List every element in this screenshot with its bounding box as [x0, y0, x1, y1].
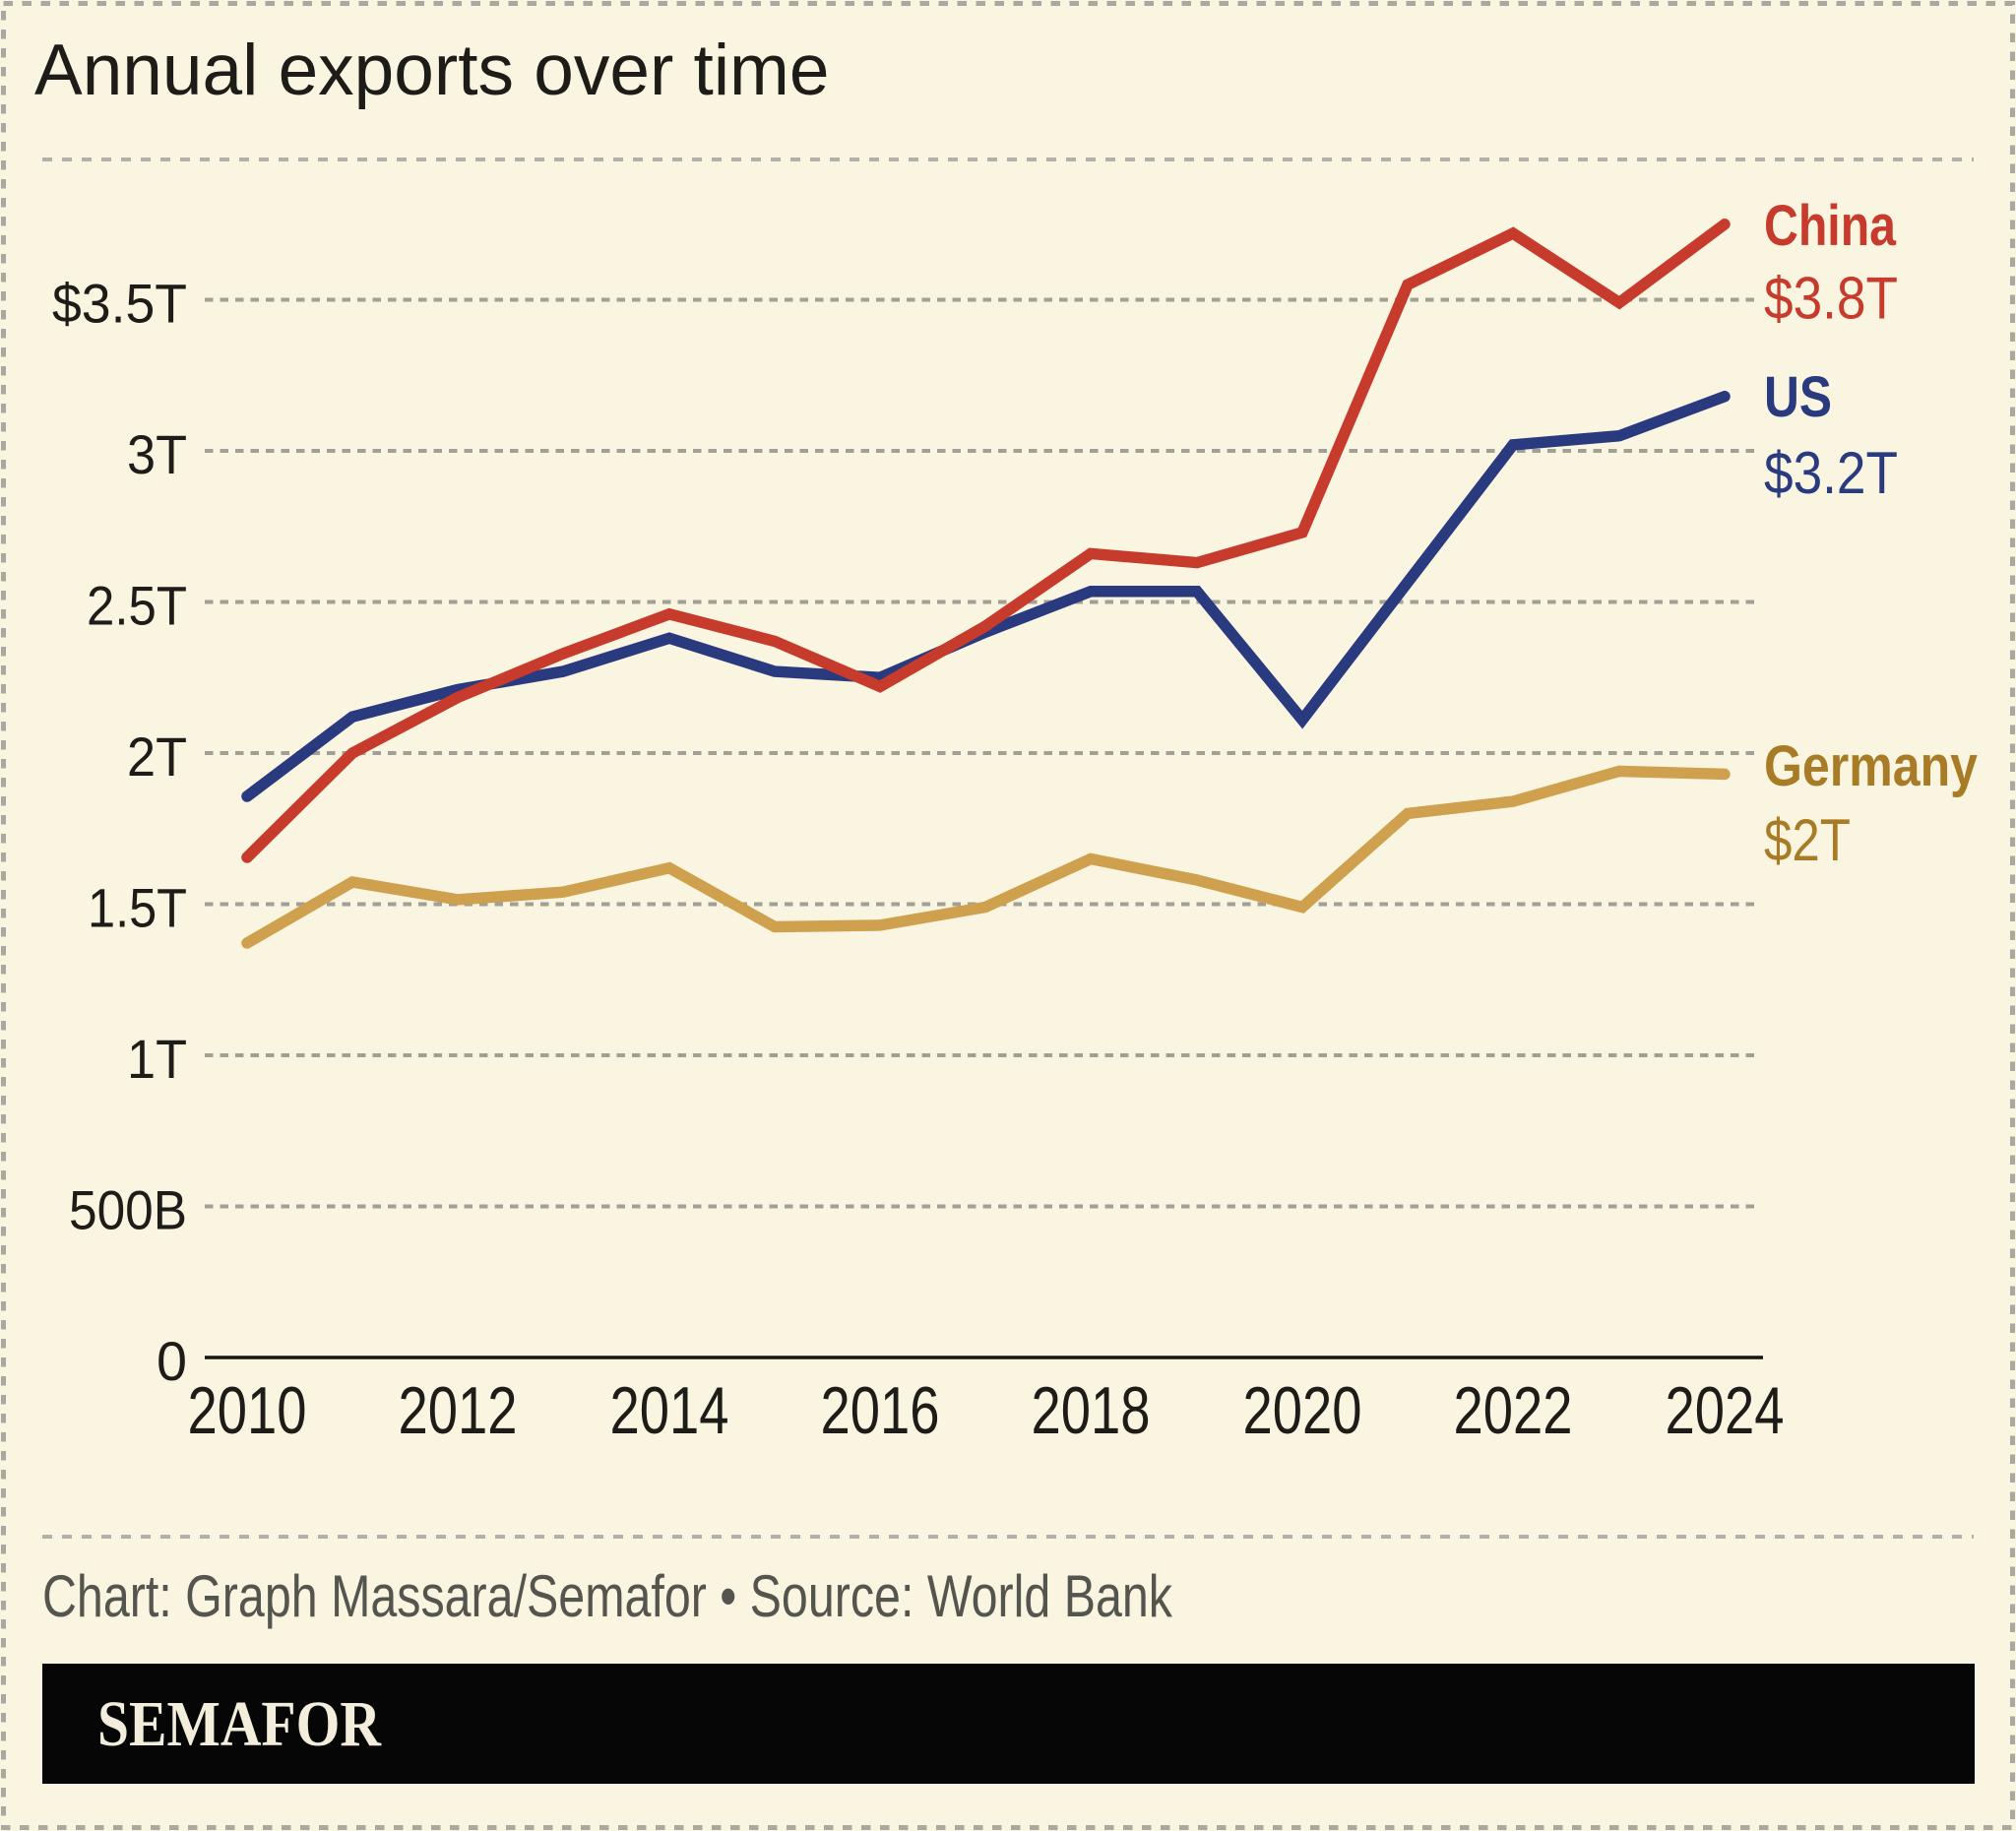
svg-text:0: 0 [157, 1330, 187, 1392]
svg-text:2020: 2020 [1243, 1373, 1362, 1448]
svg-text:1.5T: 1.5T [88, 877, 187, 939]
svg-text:1T: 1T [127, 1028, 187, 1090]
svg-text:2016: 2016 [821, 1373, 940, 1448]
svg-text:2018: 2018 [1032, 1373, 1151, 1448]
svg-text:Annual exports over time: Annual exports over time [34, 31, 829, 110]
svg-text:$3.2T: $3.2T [1764, 440, 1898, 506]
svg-text:China: China [1764, 194, 1897, 258]
svg-text:500B: 500B [69, 1179, 187, 1241]
svg-text:US: US [1764, 365, 1832, 429]
svg-text:2024: 2024 [1666, 1373, 1785, 1448]
svg-text:Germany: Germany [1764, 734, 1978, 798]
svg-text:2022: 2022 [1454, 1373, 1573, 1448]
svg-text:$3.5T: $3.5T [52, 273, 187, 335]
svg-text:Chart: Graph Massara/Semafor •: Chart: Graph Massara/Semafor • Source: W… [42, 1563, 1173, 1629]
svg-text:2T: 2T [127, 726, 187, 788]
svg-text:2012: 2012 [399, 1373, 518, 1448]
svg-text:2014: 2014 [610, 1373, 729, 1448]
svg-text:$3.8T: $3.8T [1764, 266, 1898, 332]
svg-text:2010: 2010 [188, 1373, 307, 1448]
svg-text:3T: 3T [127, 423, 187, 485]
svg-text:SEMAFOR: SEMAFOR [97, 1688, 382, 1760]
svg-text:$2T: $2T [1764, 807, 1851, 873]
svg-text:2.5T: 2.5T [87, 575, 187, 637]
